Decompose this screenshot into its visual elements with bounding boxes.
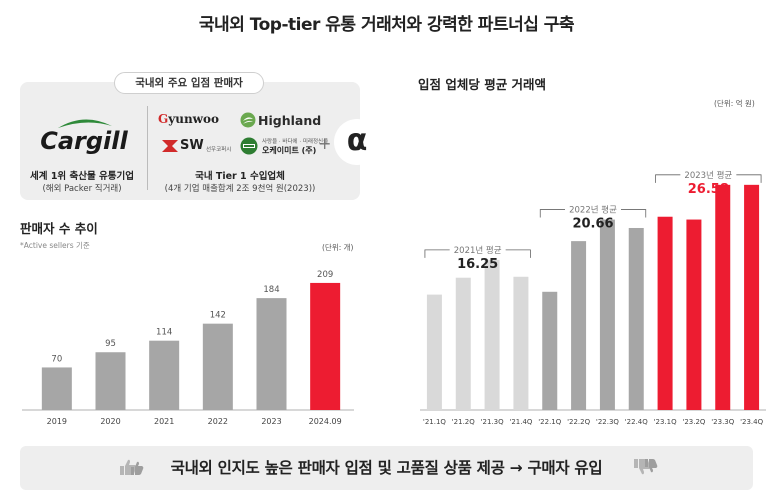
partner-pill: 국내외 주요 입점 판매자	[114, 72, 264, 94]
group-average-label: 2021년 평균	[454, 245, 502, 256]
cargill-description: 세계 1위 축산물 유통기업	[30, 171, 134, 182]
sellers-bar	[149, 340, 180, 410]
alpha-badge: α	[334, 119, 380, 165]
sellers-bar-value: 142	[210, 311, 226, 321]
trade-tick-label: '21.3Q	[481, 418, 505, 426]
trade-bar	[686, 219, 702, 410]
trade-bar	[455, 277, 471, 410]
highland-leaf-icon	[240, 112, 256, 128]
footer-message: 국내외 인지도 높은 판매자 입점 및 고품질 상품 제공 → 구매자 유입	[170, 459, 603, 477]
group-average-value: 20.66	[572, 217, 613, 232]
trade-tick-label: '22.1Q	[538, 418, 562, 426]
group-average-label: 2023년 평균	[684, 170, 732, 181]
trade-bar	[542, 291, 558, 410]
trade-tick-label: '23.2Q	[682, 418, 706, 426]
svg-text:Cargill: Cargill	[40, 127, 128, 154]
sellers-bar	[202, 323, 233, 410]
cargill-subtext: (해외 Packer 직거래)	[42, 184, 122, 194]
trade-bar-chart: '21.1Q '21.2Q '21.3Q '21.4Q '22.1Q '22.2Q '22.…	[420, 170, 766, 426]
trade-tick-label: '22.2Q	[567, 418, 591, 426]
trade-bar	[628, 227, 644, 410]
trade-tick-label: '23.3Q	[711, 418, 735, 426]
trade-tick-label: '21.1Q	[423, 418, 447, 426]
sellers-bar-value: 95	[105, 339, 116, 349]
trade-bar	[426, 294, 442, 410]
trade-bar	[657, 216, 673, 410]
sellers-bar	[310, 282, 341, 410]
highland-logo: Highland	[258, 113, 322, 128]
okmeat-logo: 오케이미트 (주)	[262, 146, 317, 155]
tier1-description: 국내 Tier 1 수입업체	[195, 171, 285, 182]
sellers-tick-label: 2020	[100, 417, 120, 426]
partner-divider	[147, 106, 148, 190]
group-average-value: 16.25	[457, 257, 498, 272]
sellers-bar-value: 184	[263, 285, 279, 295]
group-bracket	[539, 209, 565, 218]
group-bracket	[424, 249, 450, 258]
trade-bar	[599, 219, 615, 410]
trade-bar	[513, 276, 529, 410]
sellers-chart-unit: (단위: 개)	[322, 243, 354, 252]
okmeat-slogan: 사랑을 · 바다에 · 미래정신을	[262, 139, 329, 145]
page-title: 국내외 Top-tier 유통 거래처와 강력한 파트너십 구축	[198, 15, 575, 35]
group-bracket	[655, 174, 681, 183]
trade-chart-unit: (단위: 억 원)	[714, 99, 755, 108]
sellers-bar-value: 70	[51, 354, 62, 364]
trade-tick-label: '23.1Q	[654, 418, 678, 426]
partner-box	[20, 82, 360, 200]
sellers-tick-label: 2022	[208, 417, 228, 426]
trade-tick-label: '21.4Q	[509, 418, 533, 426]
trade-bar	[744, 184, 760, 410]
plus-sign: +	[318, 134, 332, 153]
group-bracket	[505, 249, 531, 258]
sellers-tick-label: 2021	[154, 417, 174, 426]
group-bracket	[621, 209, 647, 218]
sellers-bar	[95, 352, 126, 410]
trade-bar	[484, 259, 500, 410]
sellers-tick-label: 2019	[47, 417, 67, 426]
sellers-bar-value: 209	[317, 270, 333, 280]
sellers-bar	[256, 298, 287, 410]
cargill-logo: Cargill	[40, 119, 129, 154]
trade-bar	[715, 184, 731, 410]
trade-bar	[571, 241, 587, 410]
group-bracket	[736, 174, 762, 183]
group-average-label: 2022년 평균	[569, 205, 617, 216]
sellers-tick-label: 2024.09	[309, 417, 342, 426]
sellers-bar-chart: 70 2019 95 2020 114 2021 142 2022 184 2023 209 2024…	[22, 270, 354, 426]
sellers-tick-label: 2023	[261, 417, 281, 426]
gyunwoo-logo: Gyunwoo	[158, 112, 220, 126]
okmeat-icon	[240, 137, 258, 155]
trade-chart-title: 입점 업체당 평균 거래액	[418, 77, 547, 92]
sellers-bar-value: 114	[156, 328, 172, 338]
trade-tick-label: '23.4Q	[740, 418, 764, 426]
sellers-bar	[41, 367, 72, 410]
sellers-chart-note: *Active sellers 기준	[20, 241, 90, 250]
thumbs-up-icon	[120, 459, 144, 475]
trade-tick-label: '22.4Q	[625, 418, 649, 426]
sw-icon	[162, 140, 178, 152]
trade-tick-label: '22.3Q	[596, 418, 620, 426]
trade-tick-label: '21.2Q	[452, 418, 476, 426]
sellers-chart-title: 판매자 수 추이	[20, 221, 98, 236]
sw-logo: SW	[180, 138, 204, 153]
tier1-subtext: (4개 기업 매출합계 2조 9천억 원(2023))	[164, 184, 316, 194]
sw-subtext: 선우코퍼시	[206, 147, 232, 153]
thumbs-down-icon	[634, 459, 658, 475]
group-average-value: 26.58	[688, 182, 729, 197]
